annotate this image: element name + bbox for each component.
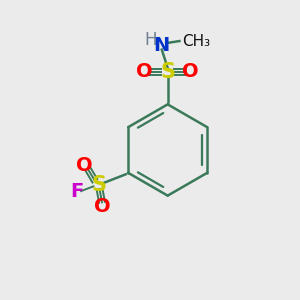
Text: O: O	[136, 62, 153, 82]
Text: S: S	[160, 62, 175, 82]
Text: O: O	[76, 156, 93, 175]
Text: O: O	[94, 197, 110, 216]
Text: F: F	[70, 182, 83, 202]
Text: CH₃: CH₃	[182, 34, 211, 49]
Text: O: O	[182, 62, 199, 82]
Text: S: S	[91, 175, 106, 195]
Text: H: H	[144, 31, 157, 49]
Text: N: N	[154, 36, 170, 55]
